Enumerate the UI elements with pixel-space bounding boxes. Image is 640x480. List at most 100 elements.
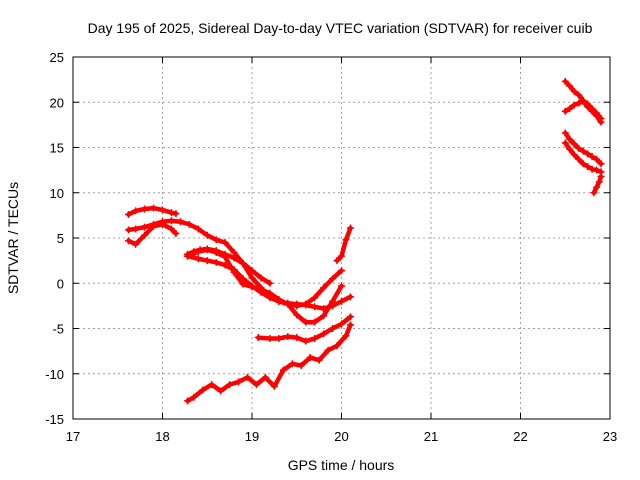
data-point bbox=[584, 163, 592, 171]
data-point bbox=[338, 282, 345, 290]
data-point bbox=[284, 300, 292, 308]
data-point bbox=[288, 360, 296, 368]
data-point bbox=[584, 150, 592, 158]
data-point bbox=[235, 378, 243, 386]
series-arc-1 bbox=[124, 204, 180, 218]
data-point bbox=[196, 246, 204, 254]
data-point bbox=[329, 297, 337, 305]
data-point bbox=[248, 274, 256, 282]
data-point bbox=[132, 225, 140, 233]
data-point bbox=[342, 236, 350, 244]
data-point bbox=[167, 225, 175, 233]
y-tick-label: -15 bbox=[45, 412, 64, 427]
data-point bbox=[579, 160, 587, 168]
data-point bbox=[184, 250, 192, 258]
data-point bbox=[597, 172, 605, 180]
chart-title: Day 195 of 2025, Sidereal Day-to-day VTE… bbox=[88, 20, 593, 36]
data-point bbox=[248, 267, 256, 275]
x-tick-label: 19 bbox=[245, 429, 259, 444]
data-point bbox=[561, 129, 569, 137]
data-point bbox=[333, 342, 341, 350]
data-point bbox=[311, 294, 319, 302]
data-point bbox=[212, 236, 220, 244]
series-arc-5 bbox=[184, 246, 345, 326]
data-point bbox=[584, 100, 592, 108]
data-point bbox=[320, 330, 328, 338]
data-point bbox=[257, 274, 265, 282]
data-point bbox=[342, 332, 350, 340]
data-point bbox=[561, 139, 569, 147]
data-point bbox=[329, 325, 337, 332]
series-line bbox=[126, 218, 344, 309]
data-point bbox=[284, 333, 292, 341]
series-layer bbox=[124, 77, 605, 405]
data-point bbox=[159, 220, 166, 228]
data-point bbox=[226, 381, 234, 389]
data-point bbox=[338, 297, 345, 305]
data-point bbox=[311, 303, 319, 311]
data-point bbox=[159, 206, 166, 214]
data-point bbox=[315, 356, 323, 364]
data-point bbox=[266, 334, 274, 342]
data-point bbox=[590, 189, 598, 197]
data-point bbox=[150, 222, 158, 230]
data-point bbox=[266, 279, 274, 287]
series-arc-14 bbox=[590, 172, 605, 197]
data-point bbox=[302, 318, 310, 326]
data-point bbox=[302, 301, 310, 309]
series-arc-3 bbox=[124, 220, 180, 248]
data-point bbox=[141, 231, 149, 239]
data-point bbox=[570, 101, 578, 109]
series-line bbox=[591, 174, 604, 196]
data-point bbox=[595, 178, 603, 186]
data-point bbox=[346, 313, 354, 321]
data-point bbox=[561, 107, 569, 115]
data-point bbox=[293, 334, 301, 342]
x-axis-label: GPS time / hours bbox=[288, 457, 395, 473]
data-point bbox=[230, 268, 238, 276]
data-point bbox=[566, 105, 574, 113]
data-point bbox=[302, 337, 310, 345]
data-point bbox=[588, 105, 596, 113]
data-point bbox=[141, 205, 149, 213]
y-tick-label: 0 bbox=[57, 276, 64, 291]
data-point bbox=[593, 183, 601, 191]
y-tick-label: -5 bbox=[52, 322, 64, 337]
series-arc-7 bbox=[254, 313, 354, 345]
data-point bbox=[257, 286, 265, 294]
data-point bbox=[150, 204, 158, 212]
data-point bbox=[338, 320, 345, 328]
series-arc-8 bbox=[184, 321, 354, 405]
data-point bbox=[203, 231, 211, 239]
x-tick-label: 22 bbox=[513, 429, 527, 444]
data-point bbox=[221, 239, 229, 247]
data-point bbox=[244, 373, 252, 381]
data-point bbox=[194, 255, 202, 263]
data-point bbox=[275, 334, 283, 342]
data-point bbox=[167, 209, 175, 217]
y-tick-label: 15 bbox=[50, 141, 64, 156]
data-point bbox=[566, 82, 574, 90]
data-point bbox=[346, 321, 354, 329]
data-point bbox=[593, 109, 601, 117]
x-tick-label: 18 bbox=[155, 429, 169, 444]
data-point bbox=[588, 165, 596, 173]
series-line bbox=[334, 225, 353, 263]
series-arc-13 bbox=[561, 139, 605, 176]
data-point bbox=[172, 229, 180, 237]
series-arc-11 bbox=[561, 97, 605, 123]
data-point bbox=[338, 267, 345, 275]
data-point bbox=[566, 145, 574, 153]
y-tick-label: -10 bbox=[45, 367, 64, 382]
data-point bbox=[311, 334, 319, 342]
data-point bbox=[124, 226, 132, 234]
data-point bbox=[194, 225, 202, 233]
data-point bbox=[293, 311, 301, 319]
data-point bbox=[306, 353, 314, 361]
data-point bbox=[141, 223, 149, 231]
data-point bbox=[185, 220, 193, 228]
series-arc-9 bbox=[333, 224, 354, 265]
data-point bbox=[261, 373, 269, 381]
data-point bbox=[570, 140, 578, 148]
data-point bbox=[212, 247, 220, 255]
